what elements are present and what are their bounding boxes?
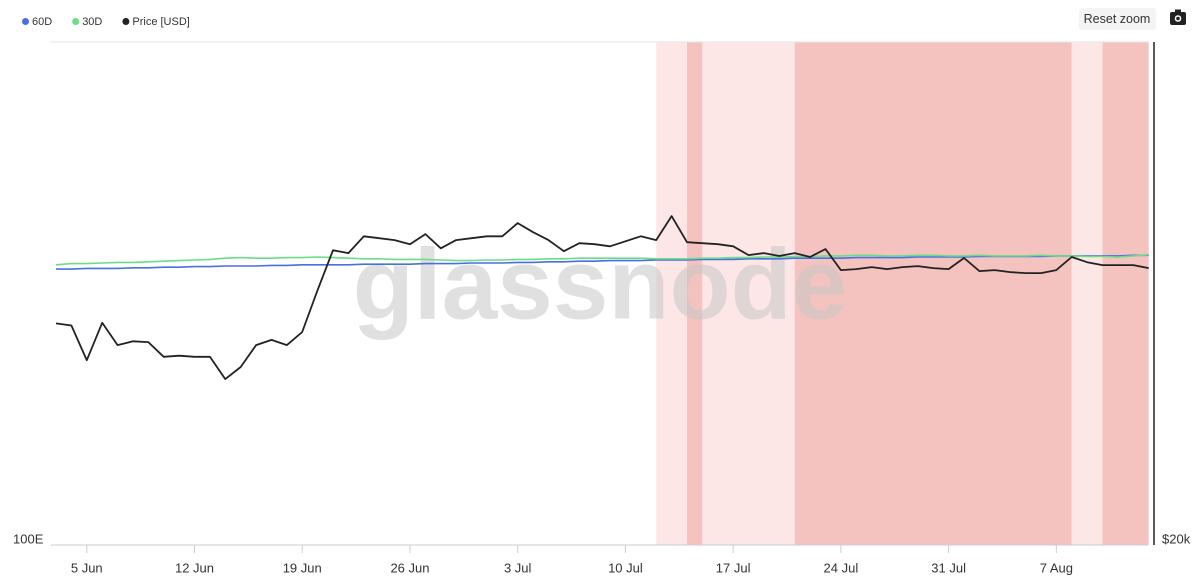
x-tick-label: 17 Jul <box>716 560 751 575</box>
reset-zoom-label[interactable]: Reset zoom <box>1084 12 1151 26</box>
highlight-region <box>794 42 1072 545</box>
x-tick-label: 5 Jun <box>71 560 103 575</box>
highlight-region <box>1102 42 1149 545</box>
camera-button[interactable] <box>1170 9 1186 26</box>
legend-marker <box>122 18 130 25</box>
reset-zoom-button[interactable]: Reset zoom <box>1079 8 1156 30</box>
highlight-region <box>702 42 795 545</box>
legend-marker <box>22 18 29 25</box>
x-tick-label: 7 Aug <box>1040 560 1073 575</box>
y-tick-label: 100E <box>13 531 44 546</box>
legend-label: 60D <box>32 16 52 28</box>
highlight-region <box>1071 42 1103 545</box>
camera-top[interactable] <box>1175 9 1181 13</box>
series-line <box>56 254 1149 270</box>
highlight-region <box>656 42 687 545</box>
highlight-region <box>686 42 703 545</box>
series-line <box>55 253 1149 266</box>
x-tick-label: 10 Jul <box>608 560 643 575</box>
camera-lens-inner[interactable] <box>1176 16 1180 21</box>
legend-marker <box>72 18 80 25</box>
legend-label: Price [USD] <box>132 16 189 28</box>
series-line <box>55 215 1149 380</box>
watermark: glassnode <box>353 228 848 340</box>
x-tick-label: 12 Jun <box>175 560 214 575</box>
x-tick-label: 31 Jul <box>931 560 966 575</box>
plot-background: glassnode <box>353 42 1149 545</box>
x-tick-label: 24 Jul <box>824 560 859 575</box>
x-tick-label: 3 Jul <box>504 560 532 575</box>
y2-tick-label: $20k <box>1162 531 1191 546</box>
x-tick-label: 19 Jun <box>283 560 322 575</box>
legend-label: 30D <box>82 16 102 28</box>
x-tick-label: 26 Jun <box>390 560 429 575</box>
reset-zoom-bg[interactable] <box>1079 8 1156 30</box>
